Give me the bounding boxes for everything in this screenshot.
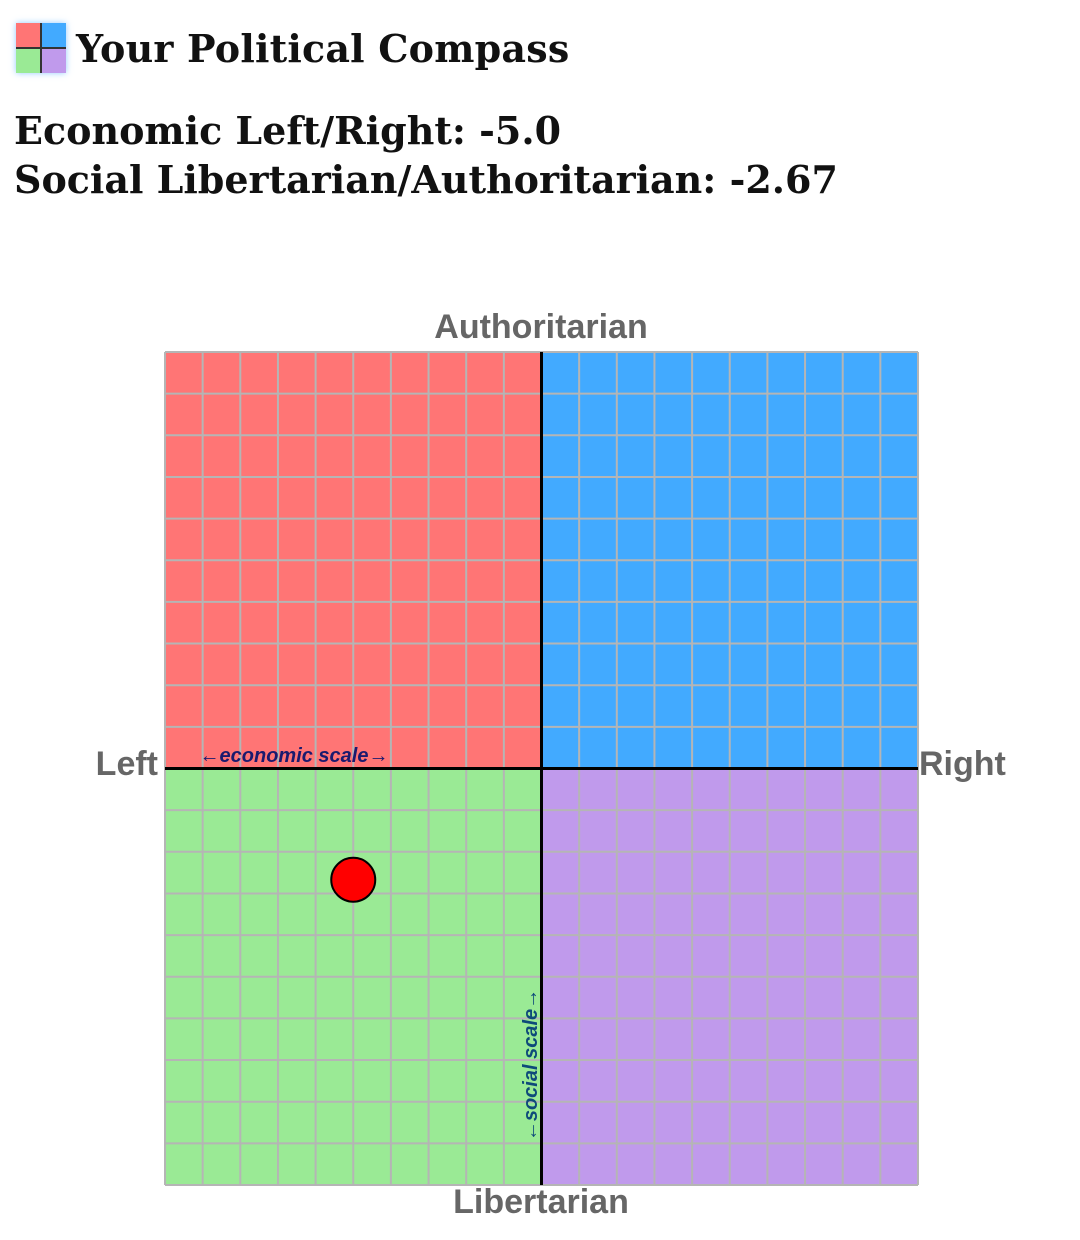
page-title: Your Political Compass <box>76 25 570 71</box>
social-score-row: Social Libertarian/Authoritarian: -2.67 <box>14 155 838 204</box>
social-scale-annotation: ←social scale→ <box>520 989 542 1141</box>
page-header: Your Political Compass <box>16 22 569 74</box>
compass-svg: Authoritarian Libertarian Left Right ←ec… <box>96 308 1006 1221</box>
user-position-marker <box>330 856 377 903</box>
axis-label-right: Right <box>919 745 1006 783</box>
social-score-label: Social Libertarian/Authoritarian: <box>14 157 717 202</box>
axis-label-left: Left <box>96 745 158 783</box>
economic-scale-annotation: ←economic scale→ <box>200 745 389 767</box>
score-summary: Economic Left/Right: -5.0 Social Liberta… <box>14 106 838 204</box>
economic-score-value: -5.0 <box>479 108 562 153</box>
axis-label-libertarian: Libertarian <box>453 1183 629 1221</box>
economic-score-label: Economic Left/Right: <box>14 108 466 153</box>
social-score-value: -2.67 <box>729 157 838 202</box>
political-compass-chart: Authoritarian Libertarian Left Right ←ec… <box>0 290 1080 1236</box>
political-compass-logo-icon <box>16 23 66 73</box>
axis-label-authoritarian: Authoritarian <box>434 308 647 346</box>
economic-score-row: Economic Left/Right: -5.0 <box>14 106 838 155</box>
